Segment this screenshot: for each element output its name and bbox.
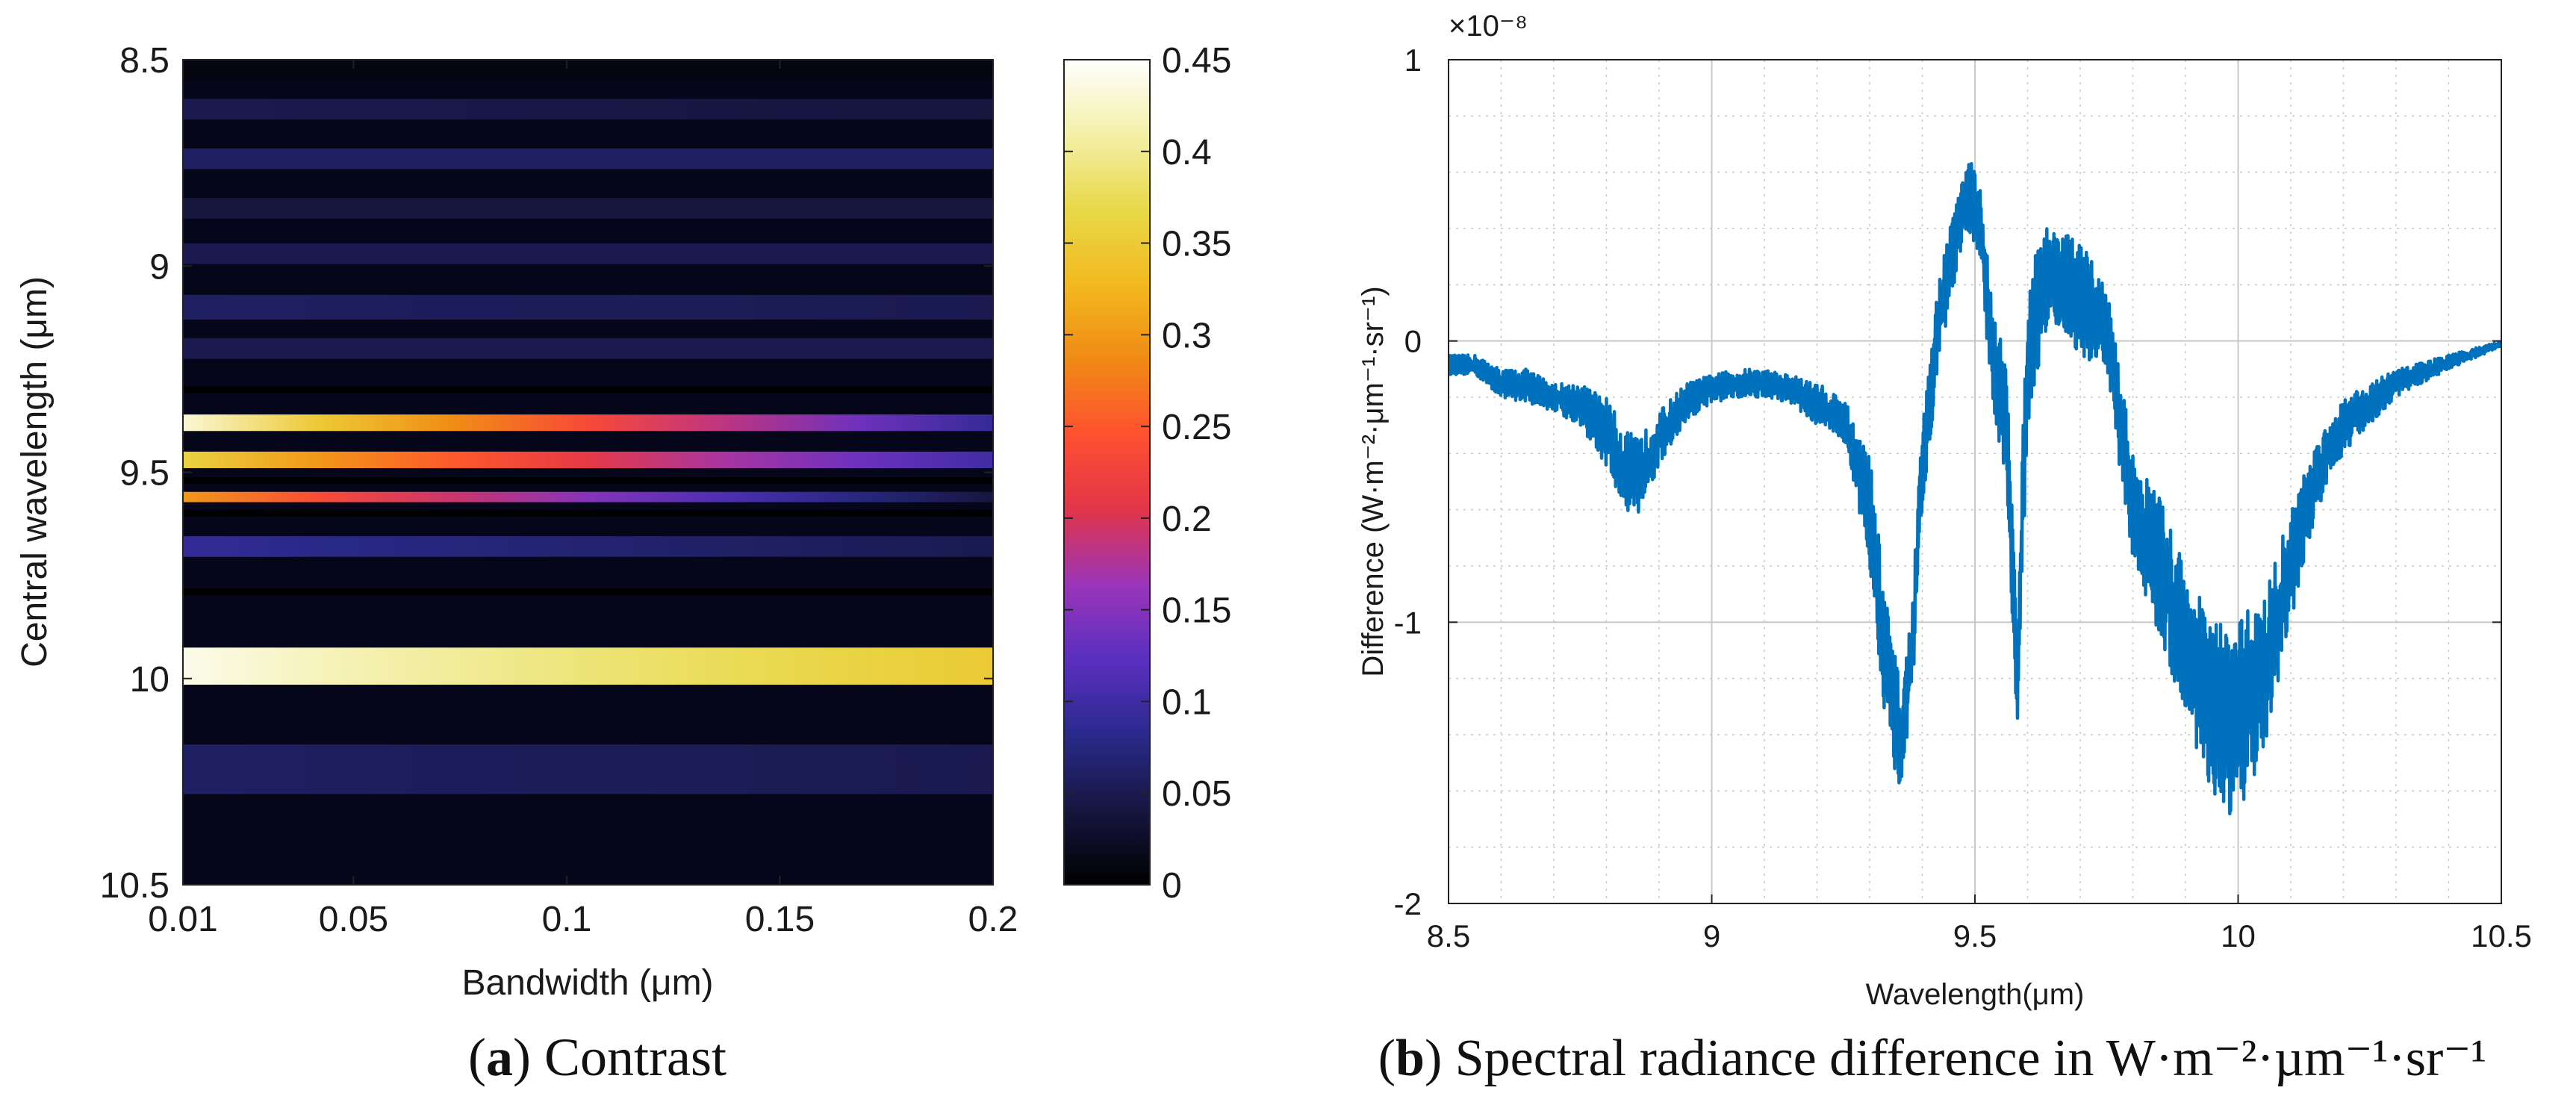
heatmap-band <box>183 451 993 468</box>
heatmap-x-label: Bandwidth (μm) <box>461 963 713 1003</box>
heatmap-x-ticks: 0.01 0.05 0.1 0.15 0.2 <box>148 60 1018 939</box>
caption-a: (a) Contrast <box>468 1027 727 1087</box>
colorbar-tick-label: 0.05 <box>1162 774 1231 814</box>
colorbar-ticks: 0 0.05 0.1 0.15 0.2 0.25 0.3 0.35 0.4 0.45 <box>1064 41 1231 906</box>
plot-b-x-label: Wavelength(μm) <box>1866 978 2085 1011</box>
heatmap-y-tick-label: 10.5 <box>100 866 169 906</box>
caption-a-label: a <box>486 1027 513 1087</box>
colorbar-tick-label: 0.45 <box>1162 41 1231 81</box>
plot-b-x-tick-label: 9.5 <box>1953 918 1997 953</box>
plot-b-multiplier: ×10⁻⁸ <box>1449 10 1528 43</box>
colorbar-tick-label: 0.1 <box>1162 682 1212 722</box>
colorbar-tick-label: 0.3 <box>1162 316 1212 355</box>
plot-b-x-tick-label: 8.5 <box>1427 918 1470 953</box>
plot-b-y-tick-label: -1 <box>1394 605 1422 640</box>
heatmap-band <box>183 414 993 432</box>
heatmap-band <box>183 337 993 359</box>
heatmap-band <box>183 243 993 264</box>
plot-b-y-label: Difference (W·m⁻²·μm⁻¹·sr⁻¹) <box>1357 286 1390 676</box>
plot-b-x-tick-label: 9 <box>1703 918 1720 953</box>
heatmap-band <box>183 63 993 81</box>
panel-b-difference-line-chart: 8.5 9 9.5 10 10.5 -2 -1 0 1 ×10⁻⁸ Wavelength(μm… <box>1357 10 2532 1087</box>
heatmap-band <box>183 198 993 219</box>
heatmap-y-label: Central wavelength (μm) <box>15 276 55 668</box>
colorbar-tick-label: 0.25 <box>1162 408 1231 447</box>
plot-b-x-ticks: 8.5 9 9.5 10 10.5 <box>1427 894 2532 953</box>
plot-b-y-tick-label: 0 <box>1404 324 1422 359</box>
plot-b-y-tick-label: -2 <box>1394 886 1422 921</box>
colorbar-tick-label: 0 <box>1162 866 1182 906</box>
colorbar-tick-label: 0.15 <box>1162 591 1231 631</box>
heatmap-x-tick-label: 0.2 <box>968 900 1018 939</box>
colorbar-tick-label: 0.4 <box>1162 133 1212 172</box>
heatmap-y-tick-label: 9.5 <box>119 454 169 494</box>
series-difference-line <box>1449 161 2501 816</box>
caption-b-label: b <box>1396 1030 1425 1087</box>
heatmap-y-ticks: 8.5 9 9.5 10 10.5 <box>100 41 993 906</box>
caption-b-text: Spectral radiance difference in W·m⁻²·µm… <box>1455 1030 2487 1087</box>
plot-b-series <box>1449 161 2501 816</box>
caption-b: (b) Spectral radiance difference in W·m⁻… <box>1378 1030 2487 1087</box>
heatmap-y-tick-label: 9 <box>149 247 169 287</box>
heatmap-band <box>183 99 993 120</box>
heatmap-y-tick-label: 8.5 <box>119 41 169 81</box>
colorbar <box>1063 59 1151 886</box>
heatmap-band <box>183 536 993 557</box>
plot-b-y-tick-label: 1 <box>1404 43 1422 78</box>
caption-a-text: Contrast <box>544 1027 727 1087</box>
plot-b-x-tick-label: 10 <box>2221 918 2256 953</box>
plot-b-y-ticks: -2 -1 0 1 <box>1394 43 2501 921</box>
heatmap-band <box>183 647 993 685</box>
panel-a-contrast-heatmap: 0.01 0.05 0.1 0.15 0.2 8.5 9 9.5 10 10.5 Bandwid… <box>15 41 1231 1087</box>
heatmap-band <box>183 491 993 503</box>
heatmap-band <box>183 294 993 320</box>
heatmap-band <box>183 744 993 794</box>
heatmap-band <box>183 148 993 169</box>
heatmap-x-tick-label: 0.01 <box>148 900 217 939</box>
colorbar-tick-label: 0.2 <box>1162 500 1212 539</box>
heatmap-y-tick-label: 10 <box>130 660 169 700</box>
heatmap-x-tick-label: 0.1 <box>542 900 592 939</box>
heatmap-x-tick-label: 0.15 <box>745 900 815 939</box>
colorbar-tick-label: 0.35 <box>1162 225 1231 264</box>
plot-b-x-tick-label: 10.5 <box>2471 918 2532 953</box>
heatmap-x-tick-label: 0.05 <box>319 900 388 939</box>
heatmap-bands <box>183 63 993 794</box>
